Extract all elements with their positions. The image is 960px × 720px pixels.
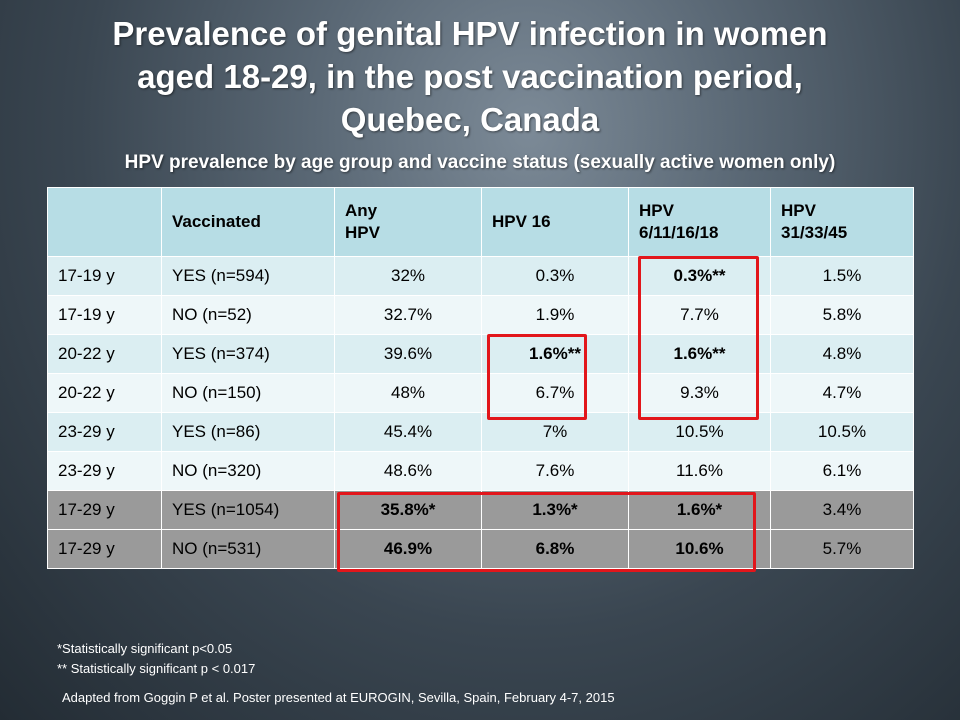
cell-age: 20-22 y	[47, 334, 162, 374]
cell-vaccinated: YES (n=1054)	[161, 490, 335, 530]
cell-any-hpv: 39.6%	[334, 334, 482, 374]
cell-any-hpv: 48.6%	[334, 451, 482, 491]
table-header-row: Vaccinated Any HPV HPV 16 HPV 6/11/16/18 H…	[47, 187, 914, 257]
cell-hpv16: 7.6%	[481, 451, 629, 491]
highlight-box-hpv-6-11-16-18	[638, 256, 759, 420]
cell-hpv-6-11-16-18: 1.6%*	[628, 490, 771, 530]
cell-age: 17-19 y	[47, 295, 162, 335]
cell-hpv-31-33-45: 3.4%	[770, 490, 914, 530]
table-row-summary: 17-29 y YES (n=1054) 35.8%* 1.3%* 1.6%* …	[47, 490, 914, 530]
header-hpv31-line1: HPV	[781, 201, 816, 220]
title-line-3: Quebec, Canada	[340, 101, 600, 138]
cell-hpv16: 6.8%	[481, 529, 629, 569]
cell-age: 17-29 y	[47, 490, 162, 530]
cell-age: 23-29 y	[47, 451, 162, 491]
cell-any-hpv: 32.7%	[334, 295, 482, 335]
cell-hpv-6-11-16-18: 11.6%	[628, 451, 771, 491]
cell-hpv-31-33-45: 6.1%	[770, 451, 914, 491]
cell-vaccinated: NO (n=150)	[161, 373, 335, 413]
table-row: 23-29 y NO (n=320) 48.6% 7.6% 11.6% 6.1%	[47, 451, 914, 491]
cell-vaccinated: YES (n=86)	[161, 412, 335, 452]
table-subtitle: HPV prevalence by age group and vaccine …	[124, 152, 836, 173]
table-row: 20-22 y YES (n=374) 39.6% 1.6%** 1.6%** …	[47, 334, 914, 374]
cell-any-hpv: 46.9%	[334, 529, 482, 569]
cell-hpv16: 6.7%	[481, 373, 629, 413]
cell-vaccinated: NO (n=531)	[161, 529, 335, 569]
highlight-box-hpv16	[487, 334, 587, 420]
header-vaccinated: Vaccinated	[161, 187, 335, 257]
cell-hpv-6-11-16-18: 10.6%	[628, 529, 771, 569]
cell-hpv-31-33-45: 4.8%	[770, 334, 914, 374]
cell-hpv-6-11-16-18: 0.3%**	[628, 256, 771, 296]
cell-hpv-31-33-45: 5.7%	[770, 529, 914, 569]
header-any-hpv: Any HPV	[334, 187, 482, 257]
header-hpv6-line1: HPV	[639, 201, 674, 220]
header-hpv-31-33-45: HPV 31/33/45	[770, 187, 914, 257]
slide-title: Prevalence of genital HPV infection in w…	[40, 12, 900, 141]
cell-age: 17-19 y	[47, 256, 162, 296]
cell-hpv-31-33-45: 4.7%	[770, 373, 914, 413]
cell-vaccinated: NO (n=320)	[161, 451, 335, 491]
highlight-box-summary-rows	[337, 492, 756, 572]
footnote-significance-1: *Statistically significant p<0.05	[57, 641, 233, 656]
hpv-prevalence-table: Vaccinated Any HPV HPV 16 HPV 6/11/16/18 H…	[47, 187, 914, 569]
cell-hpv-6-11-16-18: 7.7%	[628, 295, 771, 335]
header-hpv31-line2: 31/33/45	[781, 223, 848, 242]
cell-any-hpv: 48%	[334, 373, 482, 413]
cell-hpv16: 0.3%	[481, 256, 629, 296]
header-hpv-6-11-16-18: HPV 6/11/16/18	[628, 187, 771, 257]
table-row: 23-29 y YES (n=86) 45.4% 7% 10.5% 10.5%	[47, 412, 914, 452]
cell-hpv16: 1.6%**	[481, 334, 629, 374]
cell-vaccinated: YES (n=374)	[161, 334, 335, 374]
cell-hpv-31-33-45: 5.8%	[770, 295, 914, 335]
cell-any-hpv: 45.4%	[334, 412, 482, 452]
header-age	[47, 187, 162, 257]
header-hpv6-line2: 6/11/16/18	[639, 223, 719, 242]
title-line-2: aged 18-29, in the post vaccination peri…	[137, 58, 803, 95]
cell-any-hpv: 32%	[334, 256, 482, 296]
cell-hpv-31-33-45: 1.5%	[770, 256, 914, 296]
cell-age: 23-29 y	[47, 412, 162, 452]
source-citation: Adapted from Goggin P et al. Poster pres…	[62, 690, 615, 705]
footnote-significance-2: ** Statistically significant p < 0.017	[57, 661, 256, 676]
cell-vaccinated: YES (n=594)	[161, 256, 335, 296]
title-line-1: Prevalence of genital HPV infection in w…	[112, 15, 828, 52]
header-any-hpv-line2: HPV	[345, 223, 380, 242]
cell-hpv-6-11-16-18: 9.3%	[628, 373, 771, 413]
cell-hpv-31-33-45: 10.5%	[770, 412, 914, 452]
table-row-summary: 17-29 y NO (n=531) 46.9% 6.8% 10.6% 5.7%	[47, 529, 914, 569]
cell-hpv16: 1.9%	[481, 295, 629, 335]
table-row: 17-19 y YES (n=594) 32% 0.3% 0.3%** 1.5%	[47, 256, 914, 296]
header-any-hpv-line1: Any	[345, 201, 378, 220]
header-hpv16: HPV 16	[481, 187, 629, 257]
cell-age: 17-29 y	[47, 529, 162, 569]
cell-age: 20-22 y	[47, 373, 162, 413]
table-row: 17-19 y NO (n=52) 32.7% 1.9% 7.7% 5.8%	[47, 295, 914, 335]
table-row: 20-22 y NO (n=150) 48% 6.7% 9.3% 4.7%	[47, 373, 914, 413]
cell-vaccinated: NO (n=52)	[161, 295, 335, 335]
